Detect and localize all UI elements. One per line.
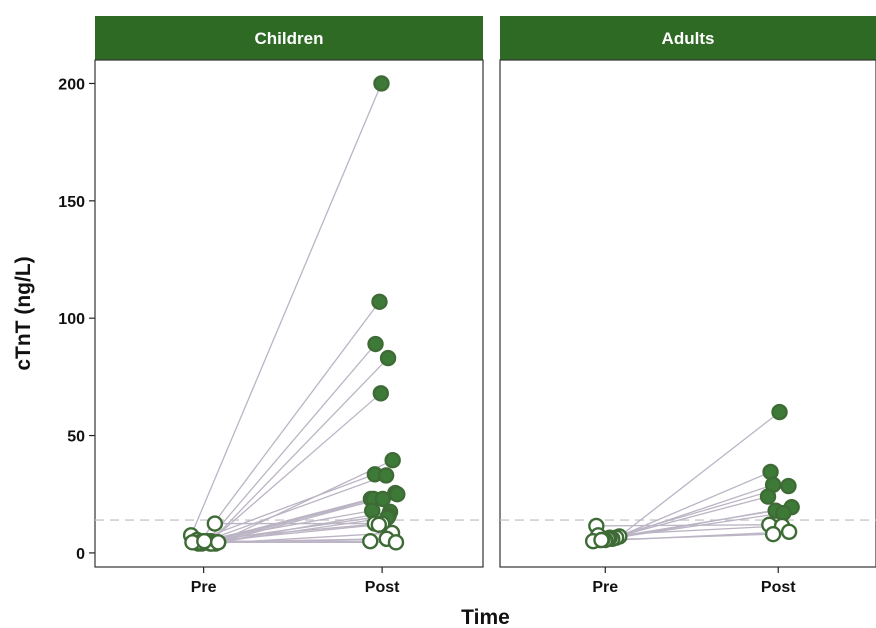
post-point: [364, 502, 381, 519]
pre-point: [206, 515, 224, 532]
facet-strip-label: Children: [255, 29, 324, 48]
post-point: [762, 463, 779, 481]
post-point: [371, 293, 388, 310]
connector-line: [618, 411, 780, 537]
connector-line: [210, 357, 389, 542]
connector-line: [609, 485, 789, 539]
connector-line: [215, 459, 393, 545]
facet-strip-label: Adults: [662, 29, 715, 48]
panel-adults: Adults Pre Post: [499, 16, 876, 596]
post-point: [374, 490, 391, 508]
connector-line: [208, 392, 382, 543]
connector-line: [598, 525, 783, 536]
data-points: [182, 75, 406, 552]
connector-line: [199, 301, 381, 542]
y-axis-title: cTnT (ng/L): [12, 256, 35, 370]
facet-strip: [500, 16, 876, 60]
post-point: [367, 335, 384, 353]
x-tick-label: Pre: [191, 579, 217, 596]
x-tick-label: Post: [365, 579, 400, 596]
connector-line: [199, 524, 379, 544]
post-point: [362, 532, 379, 550]
post-point: [759, 488, 777, 505]
data-points: [584, 403, 800, 550]
y-tick-label: 100: [58, 311, 85, 328]
connector-line: [194, 473, 376, 542]
connector-line: [599, 512, 784, 541]
post-point: [780, 477, 797, 495]
connector-lines: [593, 411, 792, 542]
facet-panels: Children Pre Post Adults Pre Post: [94, 16, 876, 596]
connector-line: [190, 83, 383, 536]
pre-point: [209, 534, 227, 551]
x-axis-title: Time: [461, 606, 510, 628]
connector-line: [196, 522, 383, 541]
connector-line: [601, 533, 774, 541]
post-point: [384, 452, 401, 469]
post-point: [780, 523, 798, 540]
connector-line: [205, 343, 377, 543]
pre-point: [593, 531, 610, 549]
connector-line: [203, 498, 383, 542]
y-tick-label: 0: [76, 546, 85, 563]
post-point: [764, 525, 782, 543]
connector-lines: [190, 83, 398, 545]
post-point: [389, 486, 406, 503]
y-tick-label: 150: [58, 194, 85, 211]
connector-line: [615, 471, 771, 539]
post-point: [377, 467, 395, 484]
panel-frame: [499, 59, 876, 568]
y-axis: 0 50 100 150 200: [58, 76, 95, 563]
post-point: [372, 385, 390, 402]
post-point: [387, 534, 405, 551]
post-point: [771, 403, 788, 421]
post-point: [373, 75, 390, 92]
post-point: [370, 516, 388, 533]
connector-line: [607, 495, 769, 540]
connector-line: [596, 524, 770, 527]
facet-strip: [95, 16, 483, 60]
x-tick-label: Post: [761, 579, 796, 596]
y-tick-label: 50: [67, 429, 85, 446]
panel-children: Children Pre Post: [94, 16, 484, 596]
pre-point: [196, 532, 213, 550]
connector-line: [204, 474, 387, 542]
post-point: [379, 349, 397, 367]
y-tick-label: 200: [58, 76, 85, 93]
x-tick-label: Pre: [592, 579, 618, 596]
panel-frame: [94, 59, 484, 568]
